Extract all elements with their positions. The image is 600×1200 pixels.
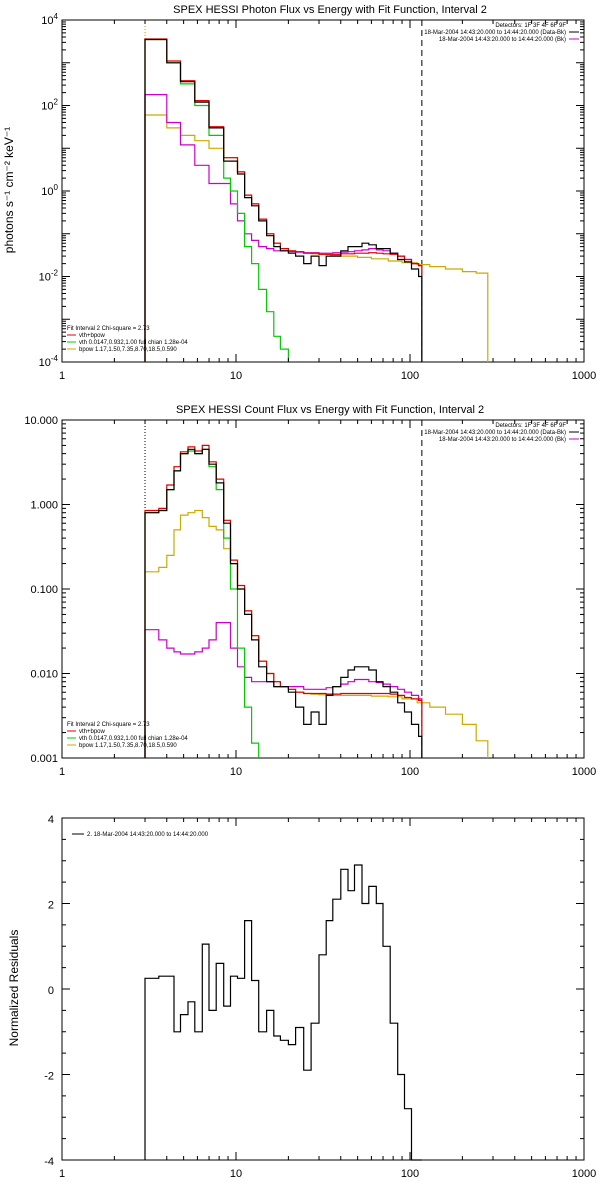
count-plot-title: SPEX HESSI Count Flux vs Energy with Fit… bbox=[176, 404, 484, 416]
photon-y-tick-base: 10 bbox=[39, 357, 51, 369]
photon-legend-entry: 18-Mar-2004 14:43:20.000 to 14:44:20.000… bbox=[424, 30, 566, 36]
count-legend-entry: Detectors: 1F 3F 4F 6F 9F bbox=[495, 423, 566, 429]
count-y-tick-label: 10.000 bbox=[24, 415, 58, 427]
photon-y-tick-exp: -4 bbox=[51, 354, 59, 363]
photon-y-tick-base: 10 bbox=[41, 186, 53, 198]
count-x-tick-label: 1000 bbox=[572, 766, 596, 778]
residuals-plot-frame bbox=[61, 817, 585, 1161]
count-series-total bbox=[144, 444, 423, 758]
count-series-sum_gold bbox=[144, 509, 489, 758]
residuals-y-tick-label: 2 bbox=[48, 900, 54, 912]
photon-y-tick-label: 10-2 bbox=[39, 269, 59, 284]
residuals-y-tick-label: -2 bbox=[44, 1071, 54, 1083]
photon-series-data bbox=[144, 38, 423, 362]
residuals-x-tick-label: 10 bbox=[230, 1168, 242, 1180]
count-x-ticks: 1 10 100 1000 bbox=[59, 420, 596, 778]
count-legend-entry: vth 0.0147,0.932,1.00 full chian 1.28e-0… bbox=[79, 736, 188, 742]
photon-legend-entry: Detectors: 1F 3F 4F 6F 9F bbox=[495, 23, 566, 29]
photon-plot-title: SPEX HESSI Photon Flux vs Energy with Fi… bbox=[173, 4, 487, 16]
photon-y-tick-exp: 4 bbox=[54, 12, 59, 21]
photon-y-tick-exp: 0 bbox=[54, 183, 59, 192]
residuals-y-ticks: -4 -2 0 2 4 bbox=[44, 814, 584, 1168]
photon-legend-entry: vth 0.0147,0.932,1.00 full chian 1.28e-0… bbox=[79, 340, 188, 346]
count-x-tick-label: 100 bbox=[401, 766, 419, 778]
photon-legend-entry: 18-Mar-2004 14:43:20.000 to 14:44:20.000… bbox=[439, 37, 566, 43]
photon-x-tick-label: 100 bbox=[401, 370, 419, 382]
count-x-tick-label: 1 bbox=[59, 766, 65, 778]
residuals-x-tick-label: 100 bbox=[401, 1168, 419, 1180]
count-legend-entry: Fit Interval 2 Chi-square = 2.73 bbox=[67, 722, 150, 728]
photon-y-tick-label: 102 bbox=[41, 98, 58, 113]
count-y-tick-label: 0.100 bbox=[30, 584, 58, 596]
count-plot-marks bbox=[144, 420, 489, 758]
photon-x-ticks: 1 10 100 1000 bbox=[59, 20, 596, 382]
panel-count-flux: SPEX HESSI Count Flux vs Energy with Fit… bbox=[24, 404, 596, 778]
panel-photon-flux: SPEX HESSI Photon Flux vs Energy with Fi… bbox=[2, 4, 596, 382]
count-series-vth bbox=[144, 448, 260, 758]
photon-y-tick-base: 10 bbox=[41, 101, 53, 113]
residuals-x-tick-label: 1 bbox=[59, 1168, 65, 1180]
photon-series-bpow bbox=[144, 94, 423, 362]
count-legend-entry: 18-Mar-2004 14:43:20.000 to 14:44:20.000… bbox=[424, 430, 566, 436]
photon-series-total bbox=[144, 38, 423, 362]
photon-y-tick-base: 10 bbox=[41, 15, 53, 27]
count-legend-entry: bpow 1.17,1.50,7.35,8.70,18.5,0.590 bbox=[79, 743, 177, 749]
residuals-legend: 2. 18-Mar-2004 14:43:20.000 to 14:44:20.… bbox=[72, 832, 209, 838]
count-legend-bottom: Fit Interval 2 Chi-square = 2.73vth+bpow… bbox=[67, 722, 188, 749]
photon-legend-entry: bpow 1.17,1.50,7.35,8.70,18.5,0.590 bbox=[79, 347, 177, 353]
count-series-data bbox=[144, 448, 423, 758]
photon-legend-entry: Fit Interval 2 Chi-square = 2.73 bbox=[67, 326, 150, 332]
residuals-y-tick-label: 4 bbox=[48, 814, 54, 826]
photon-y-tick-label: 10-4 bbox=[39, 354, 59, 369]
photon-y-tick-exp: -2 bbox=[51, 269, 59, 278]
residuals-legend-entry: 2. 18-Mar-2004 14:43:20.000 to 14:44:20.… bbox=[87, 832, 209, 838]
photon-x-tick-label: 1000 bbox=[572, 370, 596, 382]
photon-legend-entry: vth+bpow bbox=[79, 333, 106, 339]
count-x-tick-label: 10 bbox=[230, 766, 242, 778]
residuals-series-data bbox=[144, 864, 422, 1161]
photon-y-tick-label: 104 bbox=[41, 12, 58, 27]
photon-series-sum_gold bbox=[144, 114, 489, 362]
residuals-plot-marks bbox=[144, 864, 422, 1161]
photon-plot-frame bbox=[61, 19, 585, 363]
photon-x-tick-label: 10 bbox=[230, 370, 242, 382]
photon-plot-marks bbox=[144, 20, 489, 362]
photon-legend-bottom: Fit Interval 2 Chi-square = 2.73vth+bpow… bbox=[67, 326, 188, 353]
count-y-tick-label: 0.001 bbox=[30, 753, 58, 765]
photon-series-vth bbox=[144, 38, 289, 362]
count-y-tick-label: 0.010 bbox=[30, 669, 58, 681]
residuals-y-axis-label: Normalized Residuals bbox=[7, 930, 21, 1047]
residuals-x-ticks: 1 10 100 1000 bbox=[59, 818, 596, 1180]
count-y-ticks: 0.001 0.010 0.100 1.000 10.000 bbox=[24, 415, 584, 765]
photon-x-tick-label: 1 bbox=[59, 370, 65, 382]
photon-y-tick-exp: 2 bbox=[54, 98, 59, 107]
photon-y-axis-label: photons s⁻¹ cm⁻² keV⁻¹ bbox=[2, 127, 16, 253]
count-plot-frame bbox=[61, 419, 585, 759]
count-legend-entry: 18-Mar-2004 14:43:20.000 to 14:44:20.000… bbox=[439, 437, 566, 443]
count-y-tick-label: 1.000 bbox=[30, 500, 58, 512]
residuals-y-tick-label: 0 bbox=[48, 985, 54, 997]
photon-y-tick-base: 10 bbox=[39, 272, 51, 284]
count-legend-entry: vth+bpow bbox=[79, 729, 106, 735]
residuals-x-tick-label: 1000 bbox=[572, 1168, 596, 1180]
photon-y-tick-label: 100 bbox=[41, 183, 58, 198]
residuals-y-tick-label: -4 bbox=[44, 1156, 54, 1168]
